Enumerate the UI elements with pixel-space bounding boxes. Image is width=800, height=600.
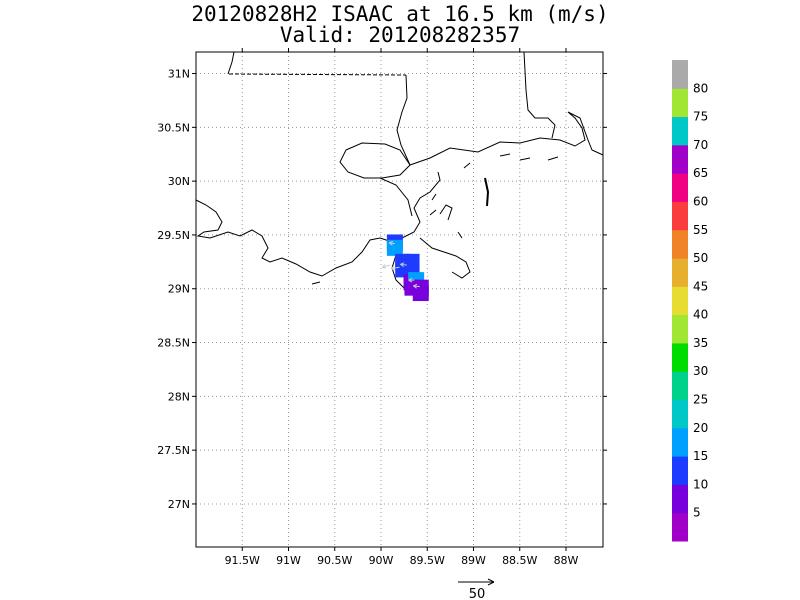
reference-vector: 50 bbox=[458, 578, 495, 600]
colorbar-label: 75 bbox=[693, 110, 708, 124]
lat-tick-label: 28N bbox=[168, 390, 190, 403]
colorbar-swatch-1 bbox=[672, 484, 688, 514]
state-border-dashed bbox=[228, 73, 407, 76]
lon-tick-label: 91W bbox=[276, 554, 301, 567]
island-1 bbox=[463, 162, 471, 169]
mobile-bay-edge bbox=[523, 51, 556, 139]
lon-tick-label: 89W bbox=[461, 554, 486, 567]
island-3 bbox=[519, 157, 531, 161]
wind-vectors bbox=[381, 240, 420, 289]
colorbar-label: 15 bbox=[693, 449, 708, 463]
colorbar-label: 80 bbox=[693, 81, 708, 95]
colorbar-label: 20 bbox=[693, 421, 708, 435]
colorbar-swatch-4 bbox=[672, 399, 688, 429]
colorbar-swatch-8 bbox=[672, 286, 688, 316]
wind-vector-0 bbox=[388, 240, 395, 246]
colorbar-label: 60 bbox=[693, 194, 708, 208]
lat-tick-label: 29N bbox=[168, 283, 190, 296]
louisiana-coast bbox=[195, 171, 441, 277]
lat-tick-label: 29.5N bbox=[157, 229, 190, 242]
lat-tick-label: 30N bbox=[168, 175, 190, 188]
colorbar-swatch-10 bbox=[672, 229, 688, 259]
colorbar-swatch-3 bbox=[672, 427, 688, 457]
colorbar-label: 65 bbox=[693, 166, 708, 180]
colorbar-swatch-9 bbox=[672, 258, 688, 287]
grid-lines bbox=[196, 52, 603, 547]
axis-ticks: 31N 30.5N 30N 29.5N 29N 28.5N 28N 27.5N 27N 91.5W… bbox=[157, 48, 607, 567]
colorbar-swatch-5 bbox=[672, 371, 688, 401]
wind-vector-4 bbox=[413, 283, 420, 289]
colorbar-swatch-14 bbox=[672, 116, 688, 146]
map-frame bbox=[195, 51, 604, 548]
island-4 bbox=[547, 156, 559, 161]
colorbar-label: 25 bbox=[693, 393, 708, 407]
colorbar-swatch-0 bbox=[672, 512, 688, 542]
mississippi-coast bbox=[409, 111, 604, 166]
lon-tick-label: 88W bbox=[554, 554, 579, 567]
wind-vector-1 bbox=[390, 265, 400, 271]
island-5 bbox=[457, 231, 463, 239]
colorbar-swatch-12 bbox=[672, 173, 688, 202]
lon-tick-label: 90.5W bbox=[317, 554, 352, 567]
wind-vector-5 bbox=[381, 264, 391, 269]
colorbar-swatch-13 bbox=[672, 144, 688, 174]
pearl-river-border bbox=[396, 74, 411, 166]
colorbar-label: 35 bbox=[693, 336, 708, 350]
lat-tick-label: 27N bbox=[168, 498, 190, 511]
colorbar-label: 5 bbox=[693, 506, 701, 520]
colorbar-label: 50 bbox=[693, 251, 708, 265]
chandeleur-islands bbox=[484, 177, 490, 207]
state-border bbox=[227, 51, 235, 75]
colorbar-swatch-16 bbox=[672, 60, 688, 89]
lon-tick-label: 90W bbox=[369, 554, 394, 567]
colorbar-swatch-11 bbox=[672, 201, 688, 231]
map-title: 20120828H2 ISAAC at 16.5 km (m/s) bbox=[191, 2, 609, 26]
island-7 bbox=[431, 193, 437, 201]
colorbar-label: 40 bbox=[693, 308, 708, 322]
lon-tick-label: 91.5W bbox=[225, 554, 260, 567]
colorbar-label: 30 bbox=[693, 364, 708, 378]
wind-speed-cells bbox=[386, 234, 429, 302]
colorbar-label: 70 bbox=[693, 138, 708, 152]
island-2 bbox=[499, 153, 511, 157]
colorbar: 5 10 15 20 25 30 35 40 45 50 55 60 65 70 75 80 bbox=[672, 60, 708, 542]
island-8 bbox=[429, 209, 437, 216]
lat-tick-label: 27.5N bbox=[157, 444, 190, 457]
colorbar-swatch-2 bbox=[672, 456, 688, 485]
lon-tick-label: 88.5W bbox=[502, 554, 537, 567]
reference-vector-arrowhead bbox=[487, 578, 495, 586]
barataria-coast bbox=[379, 177, 413, 217]
lake-pontchartrain bbox=[339, 142, 411, 179]
lat-tick-label: 31N bbox=[168, 68, 190, 81]
lat-tick-label: 30.5N bbox=[157, 121, 190, 134]
delta-east bbox=[419, 237, 471, 279]
breton-sound bbox=[439, 204, 453, 221]
colorbar-swatch-15 bbox=[672, 88, 688, 118]
colorbar-label: 55 bbox=[693, 223, 708, 237]
lon-tick-label: 89.5W bbox=[410, 554, 445, 567]
wind-vector-2 bbox=[400, 262, 407, 268]
colorbar-swatch-6 bbox=[672, 342, 688, 372]
map-valid-time: Valid: 201208282357 bbox=[279, 23, 521, 47]
wind-vector-3 bbox=[408, 277, 415, 283]
lat-tick-label: 28.5N bbox=[157, 337, 190, 350]
colorbar-label: 10 bbox=[693, 477, 708, 491]
colorbar-swatch-7 bbox=[672, 314, 688, 344]
wind-cell-10 bbox=[404, 279, 421, 296]
island-6 bbox=[311, 281, 321, 285]
colorbar-label: 45 bbox=[693, 279, 708, 293]
reference-vector-label: 50 bbox=[469, 587, 486, 600]
